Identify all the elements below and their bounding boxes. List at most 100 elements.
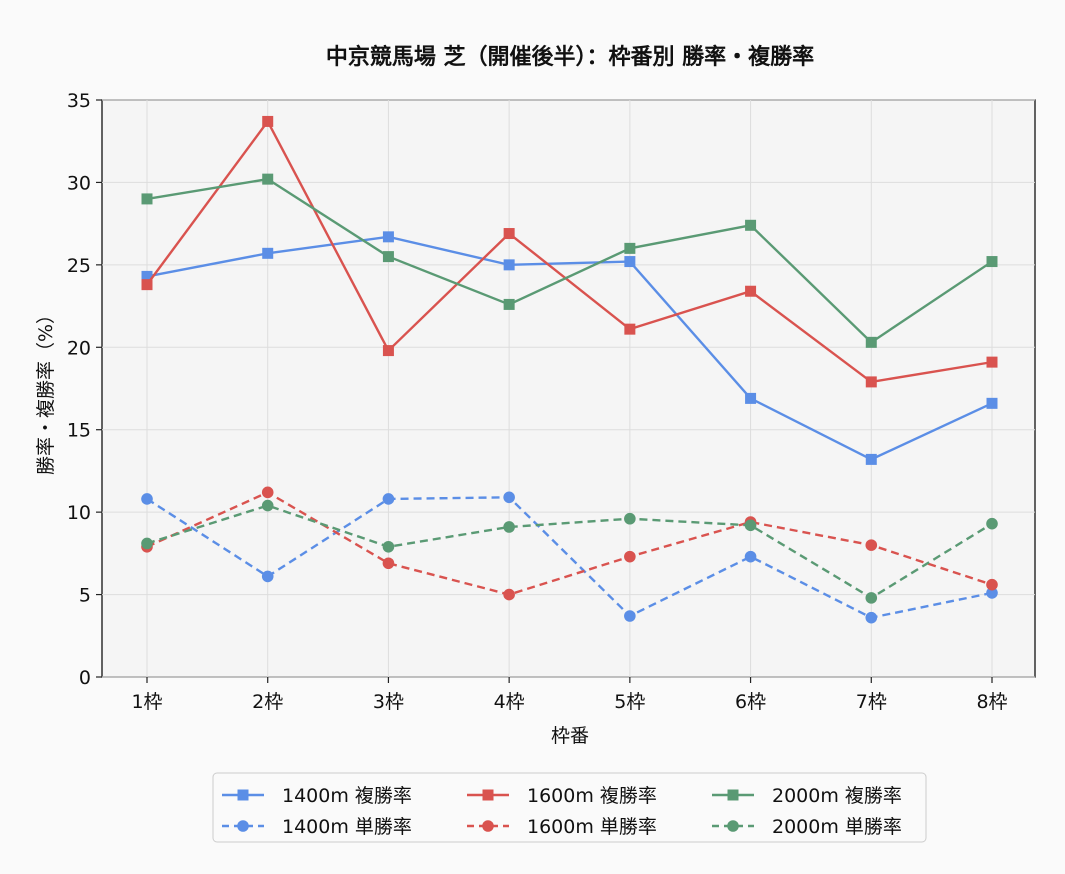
- x-axis-label: 枠番: [551, 725, 589, 747]
- legend-item: 1600m 複勝率: [467, 785, 657, 807]
- data-point: [745, 219, 757, 231]
- data-point: [624, 550, 636, 563]
- series-1: [141, 491, 998, 624]
- x-tick-label: 7枠: [856, 691, 887, 713]
- data-point: [382, 493, 395, 505]
- series-line: [146, 496, 993, 619]
- series-5: [141, 499, 998, 604]
- data-point: [261, 499, 274, 512]
- x-tick-label: 6枠: [735, 691, 766, 713]
- legend-item: 1400m 複勝率: [222, 785, 412, 807]
- legend-label: 1600m 複勝率: [527, 785, 657, 807]
- legend-label: 2000m 複勝率: [772, 785, 902, 807]
- data-point: [503, 588, 515, 601]
- data-point: [503, 521, 515, 533]
- data-point: [624, 323, 636, 335]
- data-point: [745, 285, 757, 297]
- legend-swatch-marker: [237, 820, 249, 832]
- plot-area: [101, 99, 1036, 678]
- y-tick-label: 5: [79, 585, 91, 607]
- data-point: [141, 493, 153, 505]
- data-point: [261, 570, 274, 583]
- series-line: [146, 177, 993, 344]
- data-point: [382, 557, 395, 570]
- legend-item: 2000m 複勝率: [712, 785, 902, 807]
- series-2: [141, 115, 998, 388]
- x-tick-label: 8枠: [976, 691, 1007, 713]
- series-line: [146, 119, 993, 384]
- y-axis-label: 勝率・複勝率（%）: [35, 305, 57, 475]
- data-point: [382, 540, 395, 553]
- y-tick-label: 15: [67, 420, 91, 442]
- data-point: [865, 539, 878, 551]
- legend-item: 2000m 単勝率: [712, 816, 902, 838]
- data-point: [382, 345, 394, 357]
- data-point: [382, 231, 394, 243]
- y-tick-label: 20: [67, 337, 91, 359]
- legend-label: 1600m 単勝率: [527, 816, 657, 838]
- legend-swatch-marker: [237, 789, 249, 801]
- data-point: [986, 517, 998, 530]
- data-point: [262, 247, 274, 259]
- series-3: [141, 486, 998, 601]
- data-point: [865, 376, 877, 388]
- series-line: [146, 504, 993, 600]
- y-tick-label: 35: [67, 90, 91, 112]
- data-point: [624, 512, 636, 525]
- data-point: [141, 193, 153, 205]
- legend-item: 1400m 単勝率: [222, 816, 412, 838]
- data-point: [262, 173, 274, 185]
- x-axis: 1枠 2枠 3枠 4枠 5枠 6枠 7枠 8枠: [131, 677, 1008, 713]
- x-tick-label: 3枠: [373, 691, 404, 713]
- data-point: [261, 486, 274, 499]
- data-point: [986, 578, 998, 591]
- chart-title: 中京競馬場 芝（開催後半）：枠番別 勝率・複勝率: [326, 44, 814, 70]
- y-axis: 0 5 10 15 20 25 30 35: [67, 90, 102, 689]
- series-4: [141, 173, 998, 348]
- data-point: [624, 242, 636, 254]
- data-point: [624, 610, 636, 622]
- data-point: [503, 259, 515, 271]
- data-point: [986, 356, 998, 368]
- data-point: [503, 491, 515, 504]
- data-point: [986, 587, 998, 599]
- legend-swatch-marker: [482, 789, 494, 801]
- legend-swatch-marker: [727, 789, 739, 801]
- data-point: [744, 519, 757, 532]
- legend-swatch-marker: [727, 820, 739, 832]
- grid: [102, 99, 1035, 678]
- data-point: [503, 298, 515, 310]
- legend-frame: [212, 772, 927, 843]
- legend-label: 2000m 単勝率: [772, 816, 902, 838]
- data-point: [865, 611, 878, 624]
- data-point: [624, 256, 636, 268]
- y-tick-label: 30: [67, 172, 91, 194]
- series-line: [146, 491, 993, 596]
- x-tick-label: 4枠: [494, 691, 525, 713]
- legend-label: 1400m 単勝率: [282, 816, 412, 838]
- legend-swatch-marker: [482, 820, 494, 832]
- data-point: [865, 453, 877, 465]
- data-point: [382, 251, 394, 263]
- data-point: [262, 115, 274, 127]
- data-point: [745, 392, 757, 404]
- legend: 1400m 複勝率 1400m 単勝率 1600m 複勝率 1600m 単勝率 2000…: [212, 772, 927, 843]
- data-point: [141, 537, 153, 550]
- y-tick-label: 25: [67, 255, 91, 277]
- x-tick-label: 5枠: [614, 691, 645, 713]
- legend-label: 1400m 複勝率: [282, 785, 412, 807]
- y-tick-label: 10: [67, 502, 91, 524]
- data-point: [503, 228, 515, 240]
- data-point: [141, 270, 153, 282]
- series-group: [141, 115, 998, 624]
- legend-item: 1600m 単勝率: [467, 816, 657, 838]
- data-point: [744, 550, 757, 563]
- data-point: [986, 256, 998, 268]
- x-tick-label: 1枠: [131, 691, 162, 713]
- data-point: [865, 592, 878, 604]
- x-tick-label: 2枠: [252, 691, 283, 713]
- y-tick-label: 0: [79, 667, 91, 689]
- data-point: [986, 397, 998, 409]
- series-line: [146, 235, 993, 461]
